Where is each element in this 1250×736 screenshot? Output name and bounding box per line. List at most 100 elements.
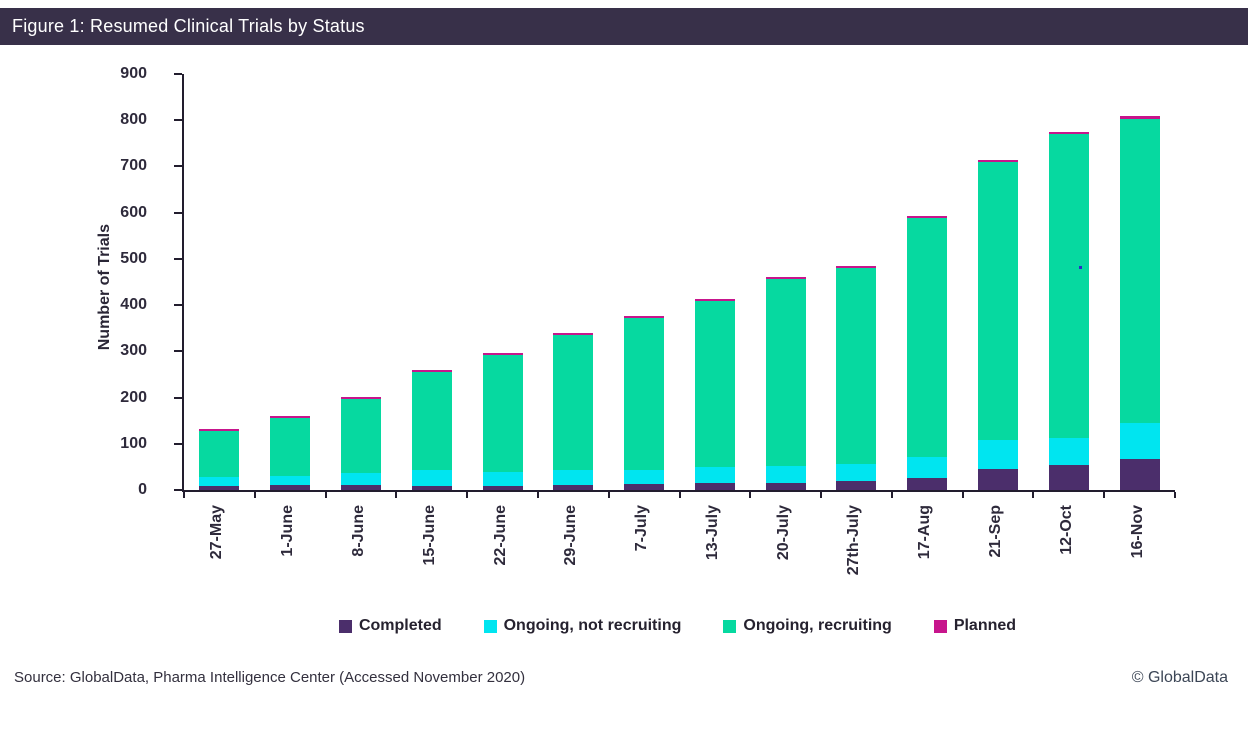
- bar-segment-completed: [411, 485, 452, 490]
- bar-segment-completed: [694, 482, 735, 490]
- bar: [1048, 132, 1089, 490]
- bar-segment-planned: [553, 332, 594, 335]
- bar-segment-ongoing-recruiting: [624, 317, 665, 471]
- bar-segment-planned: [1048, 132, 1089, 135]
- bar-segment-planned: [624, 315, 665, 318]
- y-tick: [174, 73, 182, 75]
- bar: [977, 159, 1018, 490]
- y-tick: [174, 350, 182, 353]
- bar: [199, 428, 240, 490]
- bar-segment-planned: [340, 396, 381, 399]
- x-axis-label: 21-Sep: [986, 505, 1004, 558]
- x-label-cell: 17-Aug: [890, 505, 961, 605]
- x-tick: [253, 492, 256, 498]
- y-tick-label: 200: [120, 388, 147, 406]
- bar-segment-completed: [340, 485, 381, 490]
- legend-swatch: [723, 619, 737, 633]
- bar-segment-ongoing-recruiting: [411, 372, 452, 471]
- bar-segment-ongoing-not-recruiting: [836, 464, 877, 481]
- bar-segment-planned: [765, 277, 806, 280]
- bar: [836, 265, 877, 490]
- y-tick-label: 300: [120, 342, 147, 360]
- bar: [482, 352, 523, 490]
- bar-segment-ongoing-recruiting: [1048, 134, 1089, 438]
- bar-segment-ongoing-recruiting: [836, 267, 877, 465]
- bar-segment-ongoing-recruiting: [977, 161, 1018, 441]
- legend-label: Planned: [953, 617, 1017, 634]
- y-tick: [174, 257, 182, 260]
- footer: Source: GlobalData, Pharma Intelligence …: [14, 669, 1228, 687]
- bar: [765, 277, 806, 490]
- y-tick: [174, 304, 182, 307]
- bar-segment-ongoing-not-recruiting: [270, 476, 311, 486]
- bar-segment-ongoing-not-recruiting: [199, 477, 240, 487]
- x-label-cell: 22-June: [465, 505, 536, 605]
- x-label-cell: 7-July: [607, 505, 678, 605]
- bar-segment-planned: [694, 298, 735, 301]
- x-tick: [1103, 492, 1106, 498]
- bar: [907, 215, 948, 490]
- legend-label: Completed: [358, 617, 442, 634]
- legend-item: Ongoing, not recruiting: [483, 617, 682, 635]
- bar: [1119, 116, 1160, 490]
- y-tick: [174, 165, 182, 168]
- bar-segment-ongoing-recruiting: [553, 334, 594, 471]
- legend-swatch: [933, 619, 947, 633]
- bar-slot: [892, 74, 963, 490]
- bar-segment-ongoing-not-recruiting: [1048, 437, 1089, 466]
- bar-segment-completed: [199, 486, 240, 490]
- x-tick: [749, 492, 752, 498]
- y-axis-title: Number of Trials: [96, 224, 113, 351]
- bar-segment-planned: [977, 159, 1018, 162]
- x-axis-label: 27th-July: [845, 505, 863, 576]
- bar-segment-planned: [411, 370, 452, 373]
- x-axis-label: 27-May: [208, 505, 226, 560]
- x-tick: [890, 492, 893, 498]
- bar-slot: [609, 74, 680, 490]
- x-axis-label: 1-June: [279, 505, 297, 557]
- x-axis-label: 13-July: [703, 505, 721, 561]
- x-tick: [1174, 492, 1176, 498]
- x-label-cell: 21-Sep: [961, 505, 1032, 605]
- legend-label: Ongoing, not recruiting: [503, 617, 682, 634]
- bar-segment-ongoing-recruiting: [694, 300, 735, 468]
- y-tick-label: 0: [138, 481, 147, 498]
- copyright-text: © GlobalData: [1131, 669, 1228, 686]
- x-tick: [1032, 492, 1035, 498]
- bar-segment-completed: [1048, 465, 1089, 490]
- x-label-cell: 1-June: [253, 505, 324, 605]
- bar-segment-ongoing-not-recruiting: [624, 470, 665, 484]
- bar-segment-ongoing-recruiting: [1119, 118, 1160, 423]
- bar-segment-ongoing-recruiting: [270, 417, 311, 477]
- legend-swatch: [338, 619, 352, 633]
- bar-segment-completed: [624, 483, 665, 490]
- figure-title-bar: Figure 1: Resumed Clinical Trials by Sta…: [0, 8, 1248, 45]
- plot-area: 0 100 200 300 400 500 600 700 800 900: [120, 65, 1176, 498]
- y-tick: [174, 396, 182, 399]
- source-text: Source: GlobalData, Pharma Intelligence …: [14, 669, 526, 686]
- bar-slot: [396, 74, 467, 490]
- x-axis-label: 17-Aug: [916, 505, 934, 560]
- bar-segment-ongoing-not-recruiting: [907, 457, 948, 478]
- y-tick: [174, 211, 182, 214]
- bar-slot: [184, 74, 255, 490]
- bar-slot: [821, 74, 892, 490]
- bar-segment-ongoing-recruiting: [340, 398, 381, 473]
- bar-segment-ongoing-not-recruiting: [694, 467, 735, 483]
- x-label-cell: 20-July: [748, 505, 819, 605]
- figure-title: Figure 1: Resumed Clinical Trials by Sta…: [12, 16, 365, 36]
- x-axis-labels: 27-May 1-June 8-June 15-June 22-June 29-June 7…: [182, 505, 1173, 605]
- bar-segment-completed: [907, 477, 948, 490]
- bar-segment-ongoing-not-recruiting: [765, 465, 806, 483]
- y-tick-label: 700: [120, 157, 147, 175]
- bar-slot: [750, 74, 821, 490]
- bar: [694, 298, 735, 490]
- y-tick-label: 900: [120, 65, 147, 82]
- y-tick: [174, 489, 182, 491]
- bar-segment-ongoing-recruiting: [482, 354, 523, 472]
- bar-segment-completed: [1119, 459, 1160, 490]
- y-tick-label: 600: [120, 203, 147, 221]
- bar-segment-completed: [765, 482, 806, 490]
- x-axis-label: 15-June: [420, 505, 438, 566]
